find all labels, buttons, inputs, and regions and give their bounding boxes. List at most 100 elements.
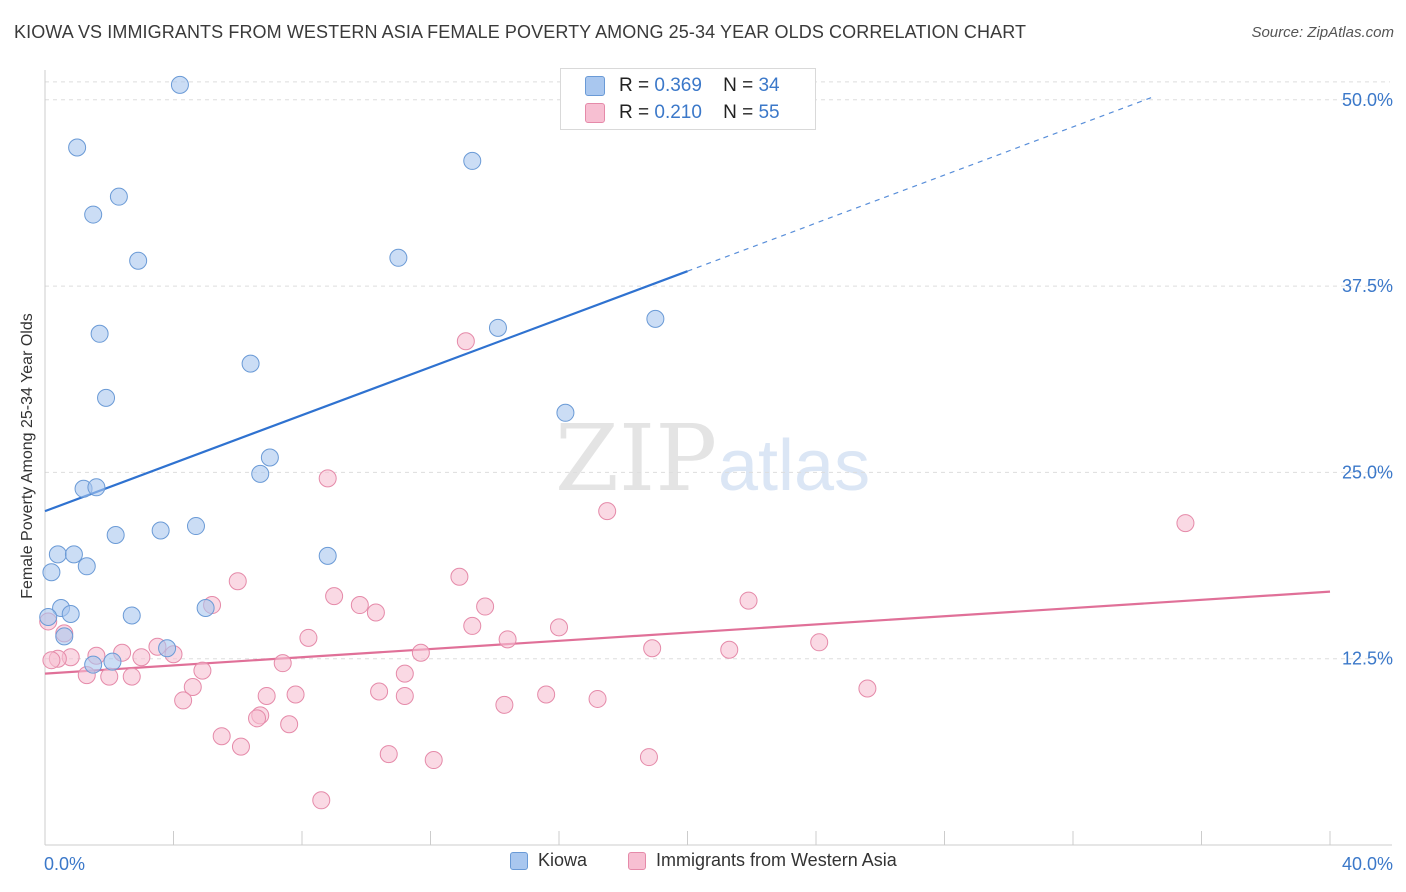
y-tick-label-3: 50.0% [1342, 90, 1393, 110]
point-immigrants-54 [42, 651, 61, 670]
point-immigrants-5 [228, 572, 247, 591]
point-kiowa-1 [68, 138, 87, 157]
point-kiowa-15 [260, 448, 279, 467]
legend-item-immigrants[interactable]: Immigrants from Western Asia [628, 850, 897, 871]
x-tick-labels: 0.0% 40.0% [44, 854, 1393, 874]
n-label: N = [723, 102, 754, 123]
point-immigrants-10 [476, 597, 495, 616]
trend-line-kiowa-extension [687, 96, 1154, 272]
point-kiowa-26 [61, 604, 80, 623]
point-immigrants-35 [370, 682, 389, 701]
point-kiowa-20 [48, 545, 67, 564]
point-immigrants-37 [537, 685, 556, 704]
y-tick-labels: 12.5% 25.0% 37.5% 50.0% [1342, 90, 1393, 669]
point-kiowa-19 [106, 526, 125, 544]
r-label: R = [619, 75, 650, 96]
immigrants-swatch [585, 103, 605, 123]
point-immigrants-24 [132, 648, 151, 667]
point-immigrants-18 [720, 640, 739, 659]
point-immigrants-0 [456, 332, 475, 351]
point-immigrants-44 [248, 709, 267, 728]
point-immigrants-33 [183, 678, 202, 697]
y-tick-label-1: 25.0% [1342, 462, 1393, 482]
point-immigrants-7 [739, 591, 758, 610]
chart-title: KIOWA VS IMMIGRANTS FROM WESTERN ASIA FE… [14, 22, 1027, 42]
r-value: 0.369 [654, 75, 702, 96]
legend-label-kiowa: Kiowa [538, 850, 588, 870]
point-kiowa-10 [488, 318, 507, 337]
point-immigrants-31 [122, 667, 141, 686]
point-immigrants-12 [463, 616, 482, 635]
point-kiowa-0 [170, 75, 189, 94]
point-kiowa-9 [241, 354, 260, 373]
point-immigrants-47 [231, 737, 250, 756]
point-immigrants-13 [550, 618, 568, 637]
point-immigrants-30 [100, 667, 119, 686]
x-tick-label-min: 0.0% [44, 854, 85, 874]
point-immigrants-40 [257, 686, 276, 705]
trend-line-immigrants [44, 590, 1331, 675]
legend: Kiowa Immigrants from Western Asia [0, 850, 1406, 880]
point-kiowa-7 [646, 309, 665, 328]
point-immigrants-50 [639, 748, 658, 767]
point-kiowa-21 [64, 545, 83, 564]
point-kiowa-29 [55, 627, 74, 646]
point-immigrants-45 [280, 715, 299, 734]
trend-line-kiowa [44, 270, 688, 513]
point-kiowa-5 [463, 151, 482, 170]
point-kiowa-28 [196, 599, 215, 618]
watermark-atlas: atlas [718, 426, 870, 506]
point-immigrants-4 [450, 567, 469, 586]
point-kiowa-33 [39, 607, 58, 626]
legend-item-kiowa[interactable]: Kiowa [510, 850, 587, 871]
n-value: 55 [758, 102, 780, 123]
point-immigrants-46 [212, 727, 231, 746]
point-kiowa-8 [90, 324, 109, 343]
point-immigrants-9 [350, 596, 369, 615]
x-tick-label-max: 40.0% [1342, 854, 1393, 874]
trend-lines [44, 96, 1331, 675]
legend-swatch-kiowa [510, 851, 528, 870]
point-immigrants-51 [312, 791, 331, 810]
point-kiowa-16 [251, 464, 270, 483]
point-immigrants-32 [395, 664, 414, 683]
n-label: N = [723, 75, 754, 96]
point-kiowa-3 [84, 205, 103, 224]
n-value: 34 [758, 75, 780, 96]
axes [44, 70, 1392, 846]
correlation-stats-box: R = 0.369 N = 34 R = 0.210 N = 55 [560, 68, 816, 130]
source-label: Source: ZipAtlas.com [1251, 24, 1394, 41]
point-immigrants-6 [325, 587, 344, 606]
point-immigrants-3 [1176, 514, 1195, 533]
point-kiowa-31 [84, 655, 103, 674]
watermark: ZIP atlas [555, 405, 870, 512]
point-immigrants-28 [193, 661, 212, 680]
stat-text-kiowa: R = 0.369 N = 34 [619, 75, 780, 97]
legend-swatch-immigrants [628, 851, 646, 870]
point-kiowa-27 [122, 606, 141, 625]
point-kiowa-32 [103, 652, 122, 671]
point-immigrants-2 [598, 502, 617, 521]
point-immigrants-1 [318, 469, 337, 488]
point-immigrants-19 [411, 643, 430, 662]
point-immigrants-11 [366, 603, 385, 622]
point-immigrants-49 [424, 751, 443, 770]
point-immigrants-41 [174, 691, 193, 710]
point-immigrants-39 [286, 685, 305, 704]
point-kiowa-12 [556, 403, 575, 422]
point-immigrants-42 [495, 695, 514, 714]
point-kiowa-11 [97, 388, 116, 407]
point-immigrants-38 [588, 689, 607, 708]
y-tick-label-0: 12.5% [1342, 649, 1393, 669]
point-immigrants-15 [498, 630, 517, 649]
point-kiowa-6 [389, 248, 408, 267]
point-immigrants-14 [299, 628, 318, 647]
point-kiowa-14 [87, 478, 106, 497]
point-immigrants-36 [395, 686, 414, 705]
point-kiowa-17 [186, 517, 205, 536]
point-kiowa-23 [318, 546, 337, 565]
point-kiowa-4 [129, 251, 148, 270]
point-kiowa-24 [42, 563, 61, 582]
point-immigrants-27 [273, 654, 292, 673]
